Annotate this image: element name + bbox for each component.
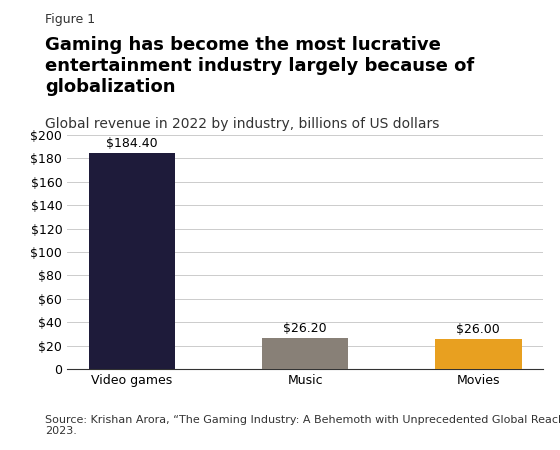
Text: $26.00: $26.00 <box>456 323 500 336</box>
Text: Global revenue in 2022 by industry, billions of US dollars: Global revenue in 2022 by industry, bill… <box>45 117 439 131</box>
Text: Source: Krishan Arora, “The Gaming Industry: A Behemoth with Unprecedented Globa: Source: Krishan Arora, “The Gaming Indus… <box>45 415 560 436</box>
Text: $184.40: $184.40 <box>106 137 158 150</box>
Text: Figure 1: Figure 1 <box>45 14 95 27</box>
Bar <box>262 338 348 369</box>
Bar <box>89 153 175 369</box>
Bar <box>435 338 521 369</box>
Text: $26.20: $26.20 <box>283 322 327 335</box>
Text: Gaming has become the most lucrative entertainment industry largely because of
g: Gaming has become the most lucrative ent… <box>45 36 474 95</box>
